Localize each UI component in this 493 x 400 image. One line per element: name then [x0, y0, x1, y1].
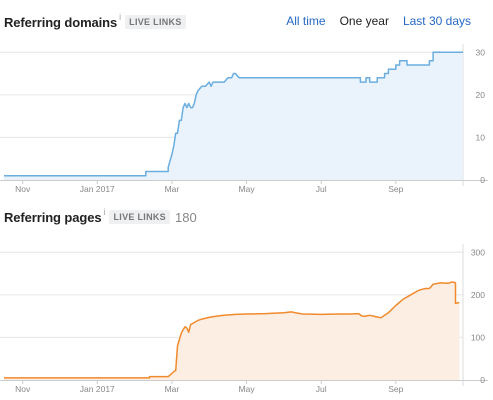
x-tick-label: Jul [316, 384, 327, 394]
y-tick-label: 30 [476, 47, 486, 57]
y-tick-label: 200 [471, 290, 485, 300]
referring-pages-chart: Nov Jan 2017 Mar May Jul Sep 0 100 200 300 [0, 244, 488, 394]
domains-live-links-badge: LIVE LINKS [125, 15, 186, 29]
pages-live-links-badge: LIVE LINKS [109, 210, 170, 224]
info-icon[interactable]: i [103, 207, 106, 217]
x-tick-label: Jan 2017 [80, 184, 115, 194]
series-line [4, 51, 463, 177]
y-tick-label: 0 [480, 375, 485, 385]
info-icon[interactable]: i [119, 12, 122, 22]
domains-title: Referring domains [4, 14, 118, 30]
y-tick-label: 10 [476, 132, 486, 142]
x-tick-label: Nov [15, 384, 31, 394]
y-tick-label: 0 [480, 175, 485, 185]
series-line [4, 281, 460, 379]
filter-one-year[interactable]: One year [339, 14, 389, 28]
filter-last-30-days[interactable]: Last 30 days [402, 14, 471, 28]
pages-header: Referring pages i LIVE LINKS 180 [4, 206, 197, 228]
pages-title: Referring pages [4, 209, 102, 225]
series-area [4, 282, 460, 380]
y-tick-label: 300 [471, 247, 485, 257]
x-tick-label: May [239, 384, 256, 394]
x-tick-label: Jan 2017 [80, 384, 115, 394]
series-area [4, 52, 463, 180]
x-tick-label: Mar [165, 384, 180, 394]
x-tick-label: Sep [388, 184, 403, 194]
x-tick-label: Mar [165, 184, 180, 194]
y-tick-label: 100 [471, 332, 485, 342]
time-range-filters: All time One year Last 30 days [286, 14, 471, 28]
filter-all-time[interactable]: All time [286, 14, 326, 28]
x-tick-label: Jul [316, 184, 327, 194]
x-tick-label: May [239, 184, 256, 194]
referring-domains-chart: Nov Jan 2017 Mar May Jul Sep 0 10 20 30 [0, 44, 488, 194]
x-tick-label: Nov [15, 184, 31, 194]
x-tick-label: Sep [388, 384, 403, 394]
pages-count: 180 [175, 209, 197, 225]
y-tick-label: 20 [476, 90, 486, 100]
domains-header: Referring domains i LIVE LINKS [4, 11, 186, 33]
